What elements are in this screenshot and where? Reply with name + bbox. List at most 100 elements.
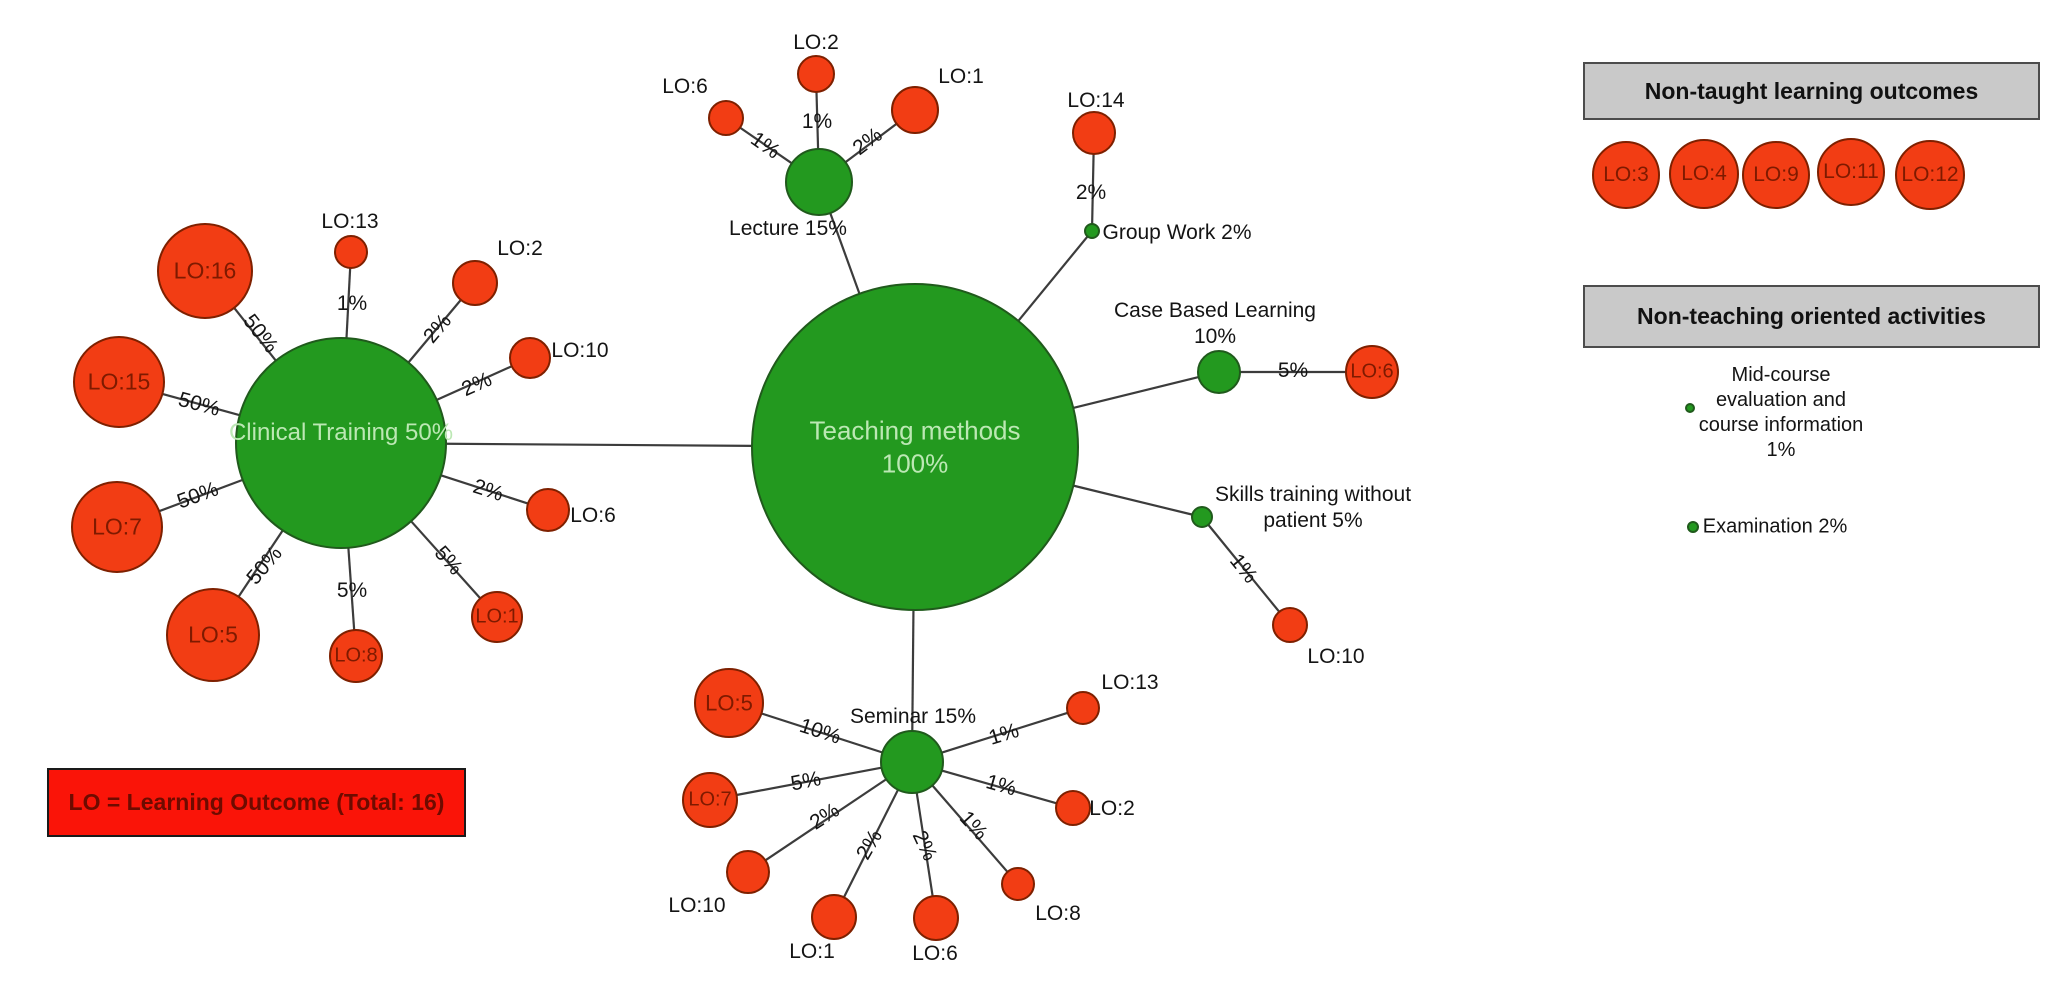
edge-skills-lo10-skills	[1207, 524, 1281, 613]
label-pct-lecture-lo2: 1%	[801, 109, 833, 133]
node-lo16	[157, 223, 253, 319]
label-lo2-seminar-label: LO:2	[1089, 796, 1135, 820]
node-exam-dot	[1687, 521, 1699, 533]
node-lo5-seminar	[694, 668, 764, 738]
edge-clinical-lo16	[233, 307, 277, 362]
node-lo5-clinical	[166, 588, 260, 682]
node-lo6-seminar	[913, 895, 959, 941]
label-lo1-lecture-label: LO:1	[938, 64, 984, 88]
edge-seminar-lo1-seminar	[842, 789, 900, 898]
label-pct-clinical-lo8: 5%	[336, 578, 368, 602]
node-lo1-clinical	[471, 591, 523, 643]
label-lo8-clinical-label: LO:8	[334, 644, 378, 667]
node-lo14	[1072, 111, 1116, 155]
node-lecture	[785, 148, 853, 216]
node-clinical	[235, 337, 447, 549]
edge-lecture-lo6-lecture	[739, 126, 793, 165]
label-lo4-nt-label: LO:4	[1681, 161, 1727, 185]
node-lo15	[73, 336, 165, 428]
non-teaching-header-title: Non-teaching oriented activities	[1637, 303, 1986, 329]
label-lo5-clinical-label: LO:5	[188, 621, 238, 648]
node-lo2-seminar	[1055, 790, 1091, 826]
edge-groupwork-lo14	[1091, 153, 1095, 225]
label-clinical-label: Clinical Training 50%	[228, 419, 454, 446]
edge-clinical-lo1-clinical	[410, 520, 482, 600]
label-lo7-clinical-label: LO:7	[92, 513, 142, 540]
edge-seminar-lo7-seminar	[736, 766, 882, 797]
non-taught-header-title: Non-taught learning outcomes	[1644, 77, 1979, 104]
node-seminar	[880, 730, 944, 794]
node-lo1-lecture	[891, 86, 939, 134]
label-examination-label: Examination 2%	[1702, 515, 1848, 538]
edge-clinical-lo2-clinical	[407, 299, 462, 364]
label-groupwork-label: Group Work 2%	[1102, 220, 1252, 244]
label-skills-label: Skills training without patient 5%	[1214, 482, 1412, 532]
edge-teaching-skills	[1073, 484, 1193, 516]
node-lo6-lecture	[708, 100, 744, 136]
label-pct-groupwork-lo14: 2%	[1075, 180, 1107, 204]
node-lo1-seminar	[811, 894, 857, 940]
node-lo9-nt	[1742, 141, 1810, 209]
label-teaching-label: Teaching methods 100%	[809, 415, 1021, 479]
node-skills	[1191, 506, 1213, 528]
edge-teaching-cbl	[1072, 375, 1199, 410]
label-lo13-seminar-label: LO:13	[1101, 670, 1159, 694]
edge-clinical-lo5-clinical	[237, 529, 284, 598]
label-lo5-seminar-label: LO:5	[705, 690, 753, 716]
node-lo13-seminar	[1066, 691, 1100, 725]
label-lo12-nt-label: LO:12	[1901, 162, 1959, 186]
edge-clinical-lo6-clinical	[440, 474, 529, 505]
node-lo7-clinical	[71, 481, 163, 573]
node-teaching	[751, 283, 1079, 611]
label-lo10-clinical-label: LO:10	[551, 338, 609, 362]
node-lo7-seminar	[682, 772, 738, 828]
label-midcourse-label: Mid-course evaluation and course informa…	[1698, 364, 1864, 461]
node-cbl	[1197, 350, 1241, 394]
label-lo10-seminar-label: LO:10	[668, 893, 726, 917]
label-cbl-label: Case Based Learning 10%	[1114, 298, 1316, 348]
label-lo11-nt-label: LO:11	[1823, 159, 1879, 183]
label-lo14-label: LO:14	[1067, 88, 1125, 112]
label-lo15-label: LO:15	[87, 368, 151, 395]
label-lo1-seminar-label: LO:1	[789, 939, 835, 963]
node-lo13-clinical	[334, 235, 368, 269]
edge-clinical-lo15	[162, 392, 241, 417]
edge-seminar-lo13-seminar	[941, 711, 1069, 754]
label-lo6-lecture-label: LO:6	[662, 74, 708, 98]
node-lo6-cbl	[1345, 345, 1399, 399]
non-taught-header-box: Non-taught learning outcomes	[1583, 62, 2040, 120]
node-lo8-clinical	[329, 629, 383, 683]
label-pct-clinical-lo13: 1%	[336, 291, 368, 315]
node-lo12-nt	[1895, 140, 1965, 210]
edge-seminar-lo6-seminar	[915, 792, 934, 897]
node-lo3-nt	[1592, 141, 1660, 209]
edge-teaching-groupwork	[1017, 235, 1089, 322]
edge-lecture-lo2-lecture	[815, 91, 820, 150]
legend-text: LO = Learning Outcome (Total: 16)	[68, 789, 445, 815]
node-lo2-lecture	[797, 55, 835, 93]
label-lo2-clinical-label: LO:2	[497, 236, 543, 260]
node-lo4-nt	[1669, 139, 1739, 209]
node-lo10-seminar	[726, 850, 770, 894]
label-lo8-seminar-label: LO:8	[1035, 901, 1081, 925]
node-lo11-nt	[1817, 138, 1885, 206]
label-lo1-clinical-label: LO:1	[475, 605, 519, 628]
label-lo7-seminar-label: LO:7	[688, 788, 732, 811]
label-lo9-nt-label: LO:9	[1753, 162, 1799, 186]
label-lo10-skills-label: LO:10	[1307, 644, 1365, 668]
edge-seminar-lo5-seminar	[761, 712, 883, 754]
node-lo2-clinical	[452, 260, 498, 306]
label-lo16-label: LO:16	[173, 257, 237, 284]
edge-seminar-lo10-seminar	[764, 778, 887, 862]
non-teaching-header-box: Non-teaching oriented activities	[1583, 285, 2040, 348]
label-lo6-seminar-label: LO:6	[912, 941, 958, 965]
legend-box: LO = Learning Outcome (Total: 16)	[47, 768, 466, 837]
node-lo10-clinical	[509, 337, 551, 379]
edge-clinical-lo13-clinical	[345, 267, 352, 339]
label-lo2-lecture-label: LO:2	[793, 30, 839, 54]
edge-clinical-lo7-clinical	[158, 478, 244, 513]
label-lo13-clinical-label: LO:13	[321, 209, 379, 233]
label-seminar-label: Seminar 15%	[849, 704, 977, 728]
